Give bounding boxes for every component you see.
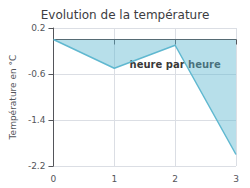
svg-text:0: 0	[51, 174, 57, 184]
svg-text:-2.2: -2.2	[28, 161, 46, 171]
svg-text:2: 2	[172, 174, 178, 184]
svg-text:0.2: 0.2	[31, 23, 45, 33]
svg-text:1: 1	[111, 174, 117, 184]
svg-text:3: 3	[233, 174, 239, 184]
svg-text:heure par heure: heure par heure	[129, 59, 221, 71]
svg-text:Température en °C: Température en °C	[8, 55, 18, 141]
svg-text:-0.6: -0.6	[28, 69, 46, 79]
svg-text:-1.4: -1.4	[28, 115, 46, 125]
svg-text:Evolution de la température: Evolution de la température	[41, 8, 210, 22]
